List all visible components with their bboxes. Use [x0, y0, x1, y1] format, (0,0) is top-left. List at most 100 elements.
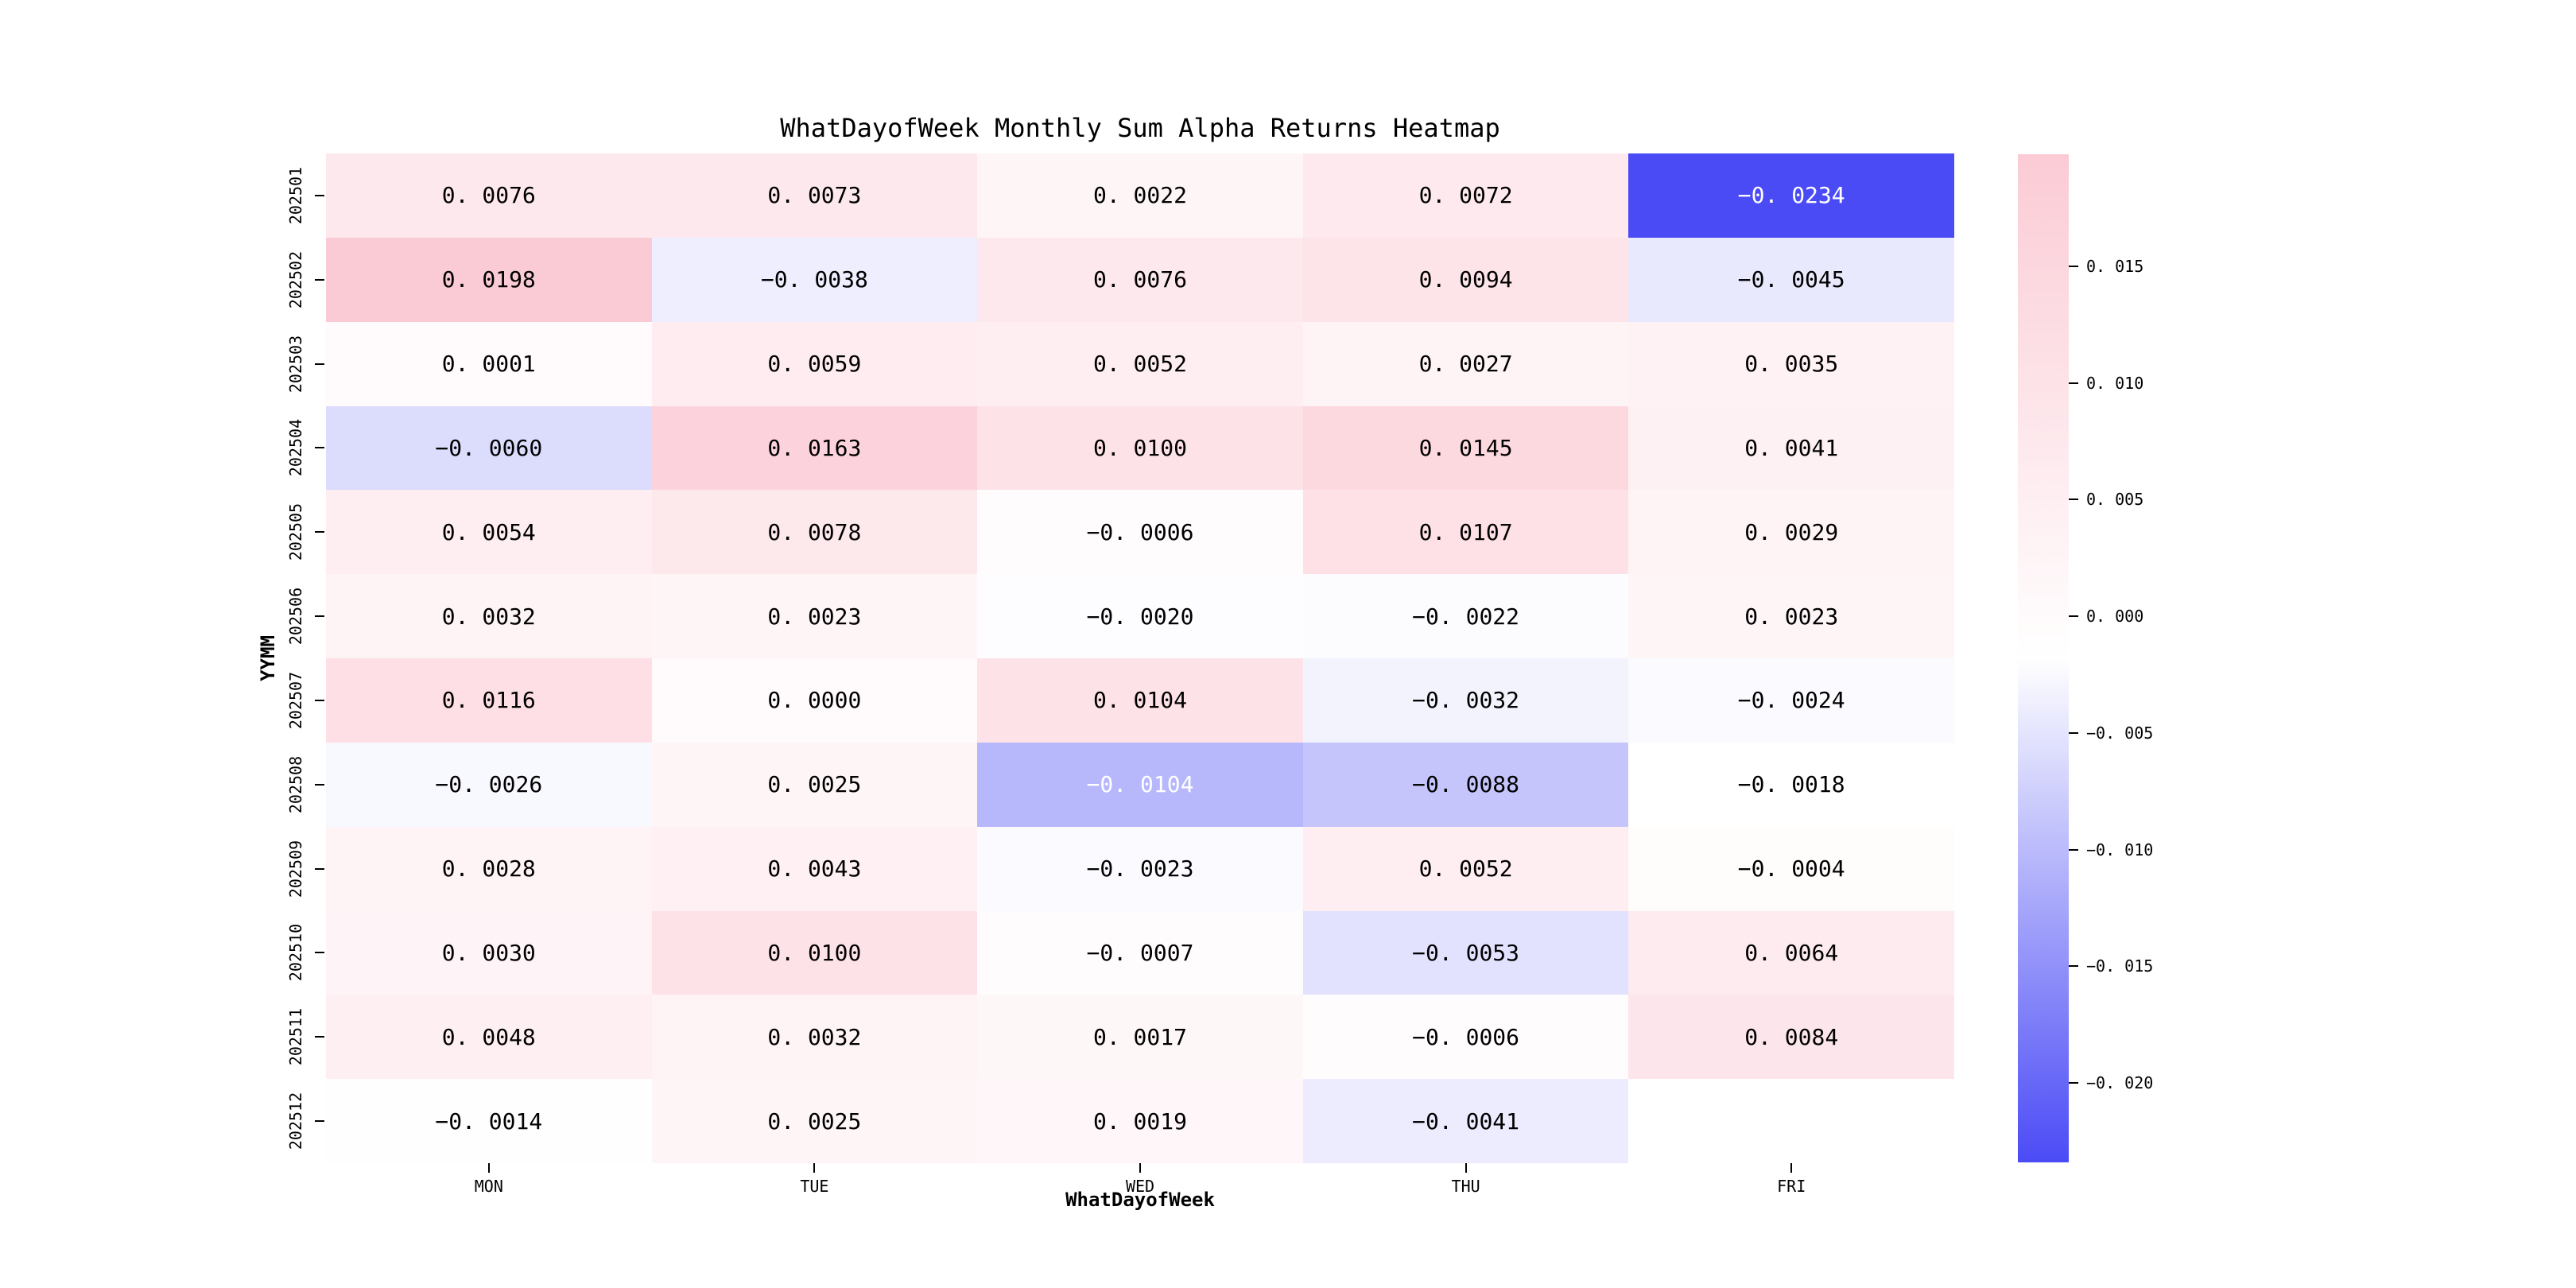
cell-value: 0. 0025 — [767, 1108, 862, 1135]
cell-value: 0. 0078 — [767, 518, 862, 545]
chart-title: WhatDayofWeek Monthly Sum Alpha Returns … — [780, 113, 1500, 143]
heatmap-cell-202511-MON: 0. 0048 — [326, 995, 652, 1080]
y-tick-mark — [315, 1036, 324, 1038]
cell-value: −0. 0060 — [435, 434, 543, 461]
cell-value: −0. 0014 — [435, 1108, 543, 1135]
cell-value: 0. 0076 — [441, 182, 536, 209]
x-tick-label: THU — [1451, 1177, 1480, 1196]
heatmap-cell-202509-MON: 0. 0028 — [326, 826, 652, 911]
heatmap-cell-202506-TUE: 0. 0023 — [651, 574, 978, 658]
cell-value: 0. 0023 — [1744, 603, 1839, 630]
y-tick-label: 202502 — [286, 250, 305, 308]
heatmap-cell-202507-MON: 0. 0116 — [326, 658, 652, 743]
x-tick-mark — [1465, 1163, 1467, 1173]
heatmap-cell-202503-TUE: 0. 0059 — [651, 321, 978, 406]
colorbar-tick-mark — [2069, 848, 2078, 851]
heatmap-cell-202502-TUE: −0. 0038 — [651, 237, 978, 322]
cell-value: 0. 0198 — [441, 266, 536, 293]
y-tick-label: 202504 — [286, 419, 305, 477]
heatmap-cell-202501-FRI: −0. 0234 — [1628, 153, 1954, 238]
cell-value: 0. 0028 — [441, 855, 536, 883]
heatmap-cell-202508-TUE: 0. 0025 — [651, 742, 978, 827]
heatmap-cell-202511-THU: −0. 0006 — [1302, 995, 1629, 1080]
cell-value: −0. 0032 — [1412, 687, 1520, 714]
heatmap-cell-202510-MON: 0. 0030 — [326, 910, 652, 995]
cell-value: 0. 0116 — [441, 687, 536, 714]
heatmap-cell-202501-TUE: 0. 0073 — [651, 153, 978, 238]
heatmap-cell-202505-THU: 0. 0107 — [1302, 490, 1629, 575]
y-tick-label: 202509 — [286, 840, 305, 898]
cell-value: 0. 0145 — [1418, 434, 1513, 461]
cell-value: 0. 0043 — [767, 855, 862, 883]
heatmap-cell-202509-THU: 0. 0052 — [1302, 826, 1629, 911]
cell-value: −0. 0045 — [1737, 266, 1845, 293]
heatmap-cell-202509-TUE: 0. 0043 — [651, 826, 978, 911]
cell-value: 0. 0076 — [1092, 266, 1187, 293]
heatmap-cell-202507-THU: −0. 0032 — [1302, 658, 1629, 743]
heatmap-cell-202501-WED: 0. 0022 — [977, 153, 1303, 238]
heatmap-cell-202512-TUE: 0. 0025 — [651, 1079, 978, 1163]
heatmap-cell-202504-TUE: 0. 0163 — [651, 405, 978, 491]
heatmap-cell-202509-WED: −0. 0023 — [977, 826, 1303, 911]
heatmap-cell-202506-FRI: 0. 0023 — [1628, 574, 1954, 658]
cell-value: 0. 0064 — [1744, 939, 1839, 966]
x-tick-label: TUE — [800, 1177, 829, 1196]
colorbar-tick-label: −0. 005 — [2086, 723, 2154, 743]
cell-value: 0. 0100 — [767, 939, 862, 966]
heatmap-cell-202508-WED: −0. 0104 — [977, 742, 1303, 827]
heatmap-cell-202512-FRI — [1628, 1079, 1954, 1163]
y-tick-mark — [315, 447, 324, 449]
cell-value: 0. 0032 — [441, 603, 536, 630]
y-tick-label: 202501 — [286, 166, 305, 225]
y-tick-label: 202512 — [286, 1092, 305, 1150]
heatmap-cell-202504-WED: 0. 0100 — [977, 405, 1303, 491]
cell-value: −0. 0004 — [1737, 855, 1845, 883]
y-tick-label: 202505 — [286, 503, 305, 561]
heatmap-cell-202508-FRI: −0. 0018 — [1628, 742, 1954, 827]
y-axis-label: YYMM — [257, 635, 279, 681]
x-tick-label: FRI — [1777, 1177, 1806, 1196]
y-tick-mark — [315, 531, 324, 533]
cell-value: 0. 0048 — [441, 1023, 536, 1050]
cell-value: 0. 0001 — [441, 351, 536, 378]
cell-value: 0. 0104 — [1092, 687, 1187, 714]
cell-value: −0. 0020 — [1086, 603, 1194, 630]
colorbar-tick-label: −0. 010 — [2086, 840, 2154, 859]
heatmap-cell-202502-MON: 0. 0198 — [326, 237, 652, 322]
colorbar-tick-mark — [2069, 731, 2078, 734]
y-tick-label: 202508 — [286, 755, 305, 813]
colorbar-tick-mark — [2069, 615, 2078, 618]
colorbar — [2018, 154, 2069, 1162]
cell-value: −0. 0023 — [1086, 855, 1194, 883]
heatmap-cell-202501-MON: 0. 0076 — [326, 153, 652, 238]
cell-value: 0. 0059 — [767, 351, 862, 378]
heatmap-cell-202506-MON: 0. 0032 — [326, 574, 652, 658]
heatmap-cell-202502-THU: 0. 0094 — [1302, 237, 1629, 322]
heatmap-cell-202508-THU: −0. 0088 — [1302, 742, 1629, 827]
heatmap-cell-202511-TUE: 0. 0032 — [651, 995, 978, 1080]
x-tick-label: MON — [474, 1177, 503, 1196]
heatmap-cell-202511-FRI: 0. 0084 — [1628, 995, 1954, 1080]
colorbar-tick-mark — [2069, 265, 2078, 267]
y-tick-label: 202511 — [286, 1008, 305, 1066]
cell-value: −0. 0022 — [1412, 603, 1520, 630]
heatmap-cell-202504-THU: 0. 0145 — [1302, 405, 1629, 491]
colorbar-tick-label: −0. 020 — [2086, 1073, 2154, 1093]
cell-value: 0. 0017 — [1092, 1023, 1187, 1050]
colorbar-tick-label: 0. 010 — [2086, 373, 2144, 393]
cell-value: −0. 0024 — [1737, 687, 1845, 714]
heatmap-cell-202506-WED: −0. 0020 — [977, 574, 1303, 658]
heatmap-cell-202510-FRI: 0. 0064 — [1628, 910, 1954, 995]
colorbar-tick-mark — [2069, 382, 2078, 384]
cell-value: −0. 0038 — [760, 266, 868, 293]
cell-value: 0. 0025 — [767, 771, 862, 798]
heatmap-cell-202505-WED: −0. 0006 — [977, 490, 1303, 575]
y-tick-mark — [315, 1120, 324, 1123]
cell-value: 0. 0072 — [1418, 182, 1513, 209]
heatmap-cell-202510-THU: −0. 0053 — [1302, 910, 1629, 995]
heatmap-cell-202505-MON: 0. 0054 — [326, 490, 652, 575]
heatmap-cell-202510-WED: −0. 0007 — [977, 910, 1303, 995]
cell-value: −0. 0234 — [1737, 182, 1845, 209]
heatmap-cell-202511-WED: 0. 0017 — [977, 995, 1303, 1080]
heatmap-cell-202507-FRI: −0. 0024 — [1628, 658, 1954, 743]
